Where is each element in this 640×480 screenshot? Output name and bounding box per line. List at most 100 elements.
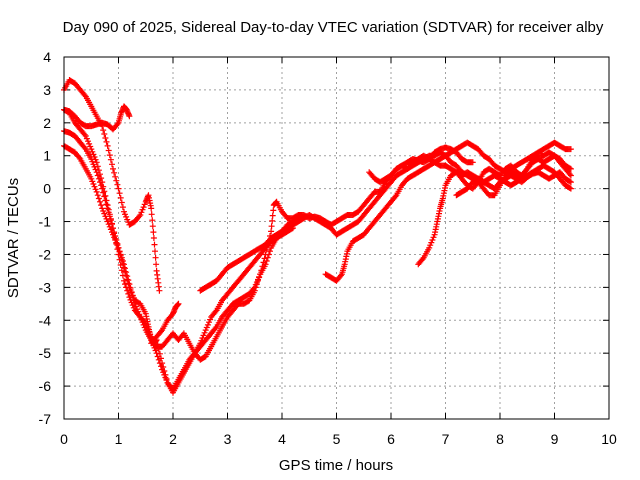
data-point <box>104 142 111 149</box>
data-point <box>155 346 162 353</box>
data-point <box>125 277 132 284</box>
data-point <box>136 213 143 220</box>
series-trace-e <box>61 103 133 133</box>
data-point <box>124 287 131 294</box>
data-point <box>107 226 114 233</box>
data-point <box>567 172 574 179</box>
data-point <box>117 251 124 258</box>
y-tick-label: 2 <box>43 115 51 131</box>
data-point <box>101 210 108 217</box>
data-point <box>289 225 296 232</box>
data-point <box>139 319 146 326</box>
data-point <box>149 223 156 230</box>
data-point <box>116 248 123 255</box>
data-point <box>105 209 112 216</box>
data-point <box>102 197 109 204</box>
data-point <box>76 154 83 161</box>
data-point <box>123 269 130 276</box>
data-point <box>262 261 269 268</box>
data-point <box>94 192 101 199</box>
data-point <box>99 185 106 192</box>
data-point <box>198 337 205 344</box>
data-point <box>119 258 126 264</box>
data-point <box>101 131 108 137</box>
data-point <box>102 135 109 141</box>
data-point <box>125 290 132 297</box>
data-point <box>152 248 158 255</box>
data-point <box>97 179 103 186</box>
data-point <box>118 199 125 206</box>
data-point <box>469 159 476 166</box>
y-tick-label: -2 <box>39 246 52 262</box>
data-point <box>152 254 159 261</box>
data-point <box>156 287 163 294</box>
x-tick-label: 5 <box>333 431 341 447</box>
data-point <box>158 363 164 370</box>
data-point <box>92 166 99 173</box>
data-point <box>129 292 136 299</box>
data-point <box>212 325 219 332</box>
x-tick-label: 8 <box>496 431 504 447</box>
x-tick-label: 3 <box>224 431 232 447</box>
data-point <box>126 294 133 301</box>
data-point <box>95 175 102 182</box>
data-point <box>154 341 161 348</box>
data-point <box>111 169 118 176</box>
data-point <box>268 228 275 235</box>
data-point <box>101 193 108 200</box>
data-point <box>93 169 100 176</box>
data-point <box>265 251 272 258</box>
data-point <box>154 353 161 360</box>
data-point <box>119 204 126 211</box>
data-point <box>116 190 123 197</box>
x-tick-label: 9 <box>551 431 559 447</box>
data-point <box>93 188 100 195</box>
data-point <box>567 179 574 186</box>
data-point <box>175 300 182 307</box>
data-point <box>288 225 295 232</box>
data-point <box>110 165 116 172</box>
data-point <box>107 156 114 163</box>
y-tick-labels: -7 -6 -5 -4 -3 -2 -1 0 1 2 3 4 <box>39 49 52 427</box>
data-point <box>567 185 574 192</box>
data-point <box>136 311 143 318</box>
data-point <box>156 360 163 367</box>
data-point <box>269 217 276 224</box>
data-point <box>567 146 574 153</box>
series-trace-f <box>148 300 182 347</box>
data-point <box>103 201 110 208</box>
data-point <box>95 195 102 202</box>
plot-frame <box>63 56 610 420</box>
data-point <box>94 172 101 179</box>
data-point <box>118 254 125 261</box>
data-point <box>98 202 105 209</box>
data-point <box>269 212 276 219</box>
data-point <box>152 347 159 354</box>
data-point <box>114 121 121 128</box>
data-point <box>126 113 133 120</box>
series-trace-g <box>197 213 307 294</box>
y-axis-title: SDTVAR / TECUs <box>5 178 22 298</box>
data-point <box>90 181 97 187</box>
data-point <box>112 173 119 180</box>
data-point <box>113 177 120 184</box>
series-trace-h <box>322 139 574 284</box>
data-point <box>150 229 157 236</box>
data-point <box>115 244 122 251</box>
data-point <box>123 213 130 220</box>
data-point <box>337 272 344 279</box>
data-point <box>151 241 158 248</box>
data-point <box>81 144 88 151</box>
data-point <box>566 178 573 185</box>
data-point <box>255 276 261 283</box>
data-point <box>267 248 273 255</box>
data-point <box>114 181 121 188</box>
data-point <box>148 211 155 218</box>
data-point <box>148 205 155 212</box>
data-point <box>105 147 112 154</box>
data-point <box>212 308 219 315</box>
y-tick-label: -6 <box>39 378 52 394</box>
data-point <box>104 205 111 212</box>
